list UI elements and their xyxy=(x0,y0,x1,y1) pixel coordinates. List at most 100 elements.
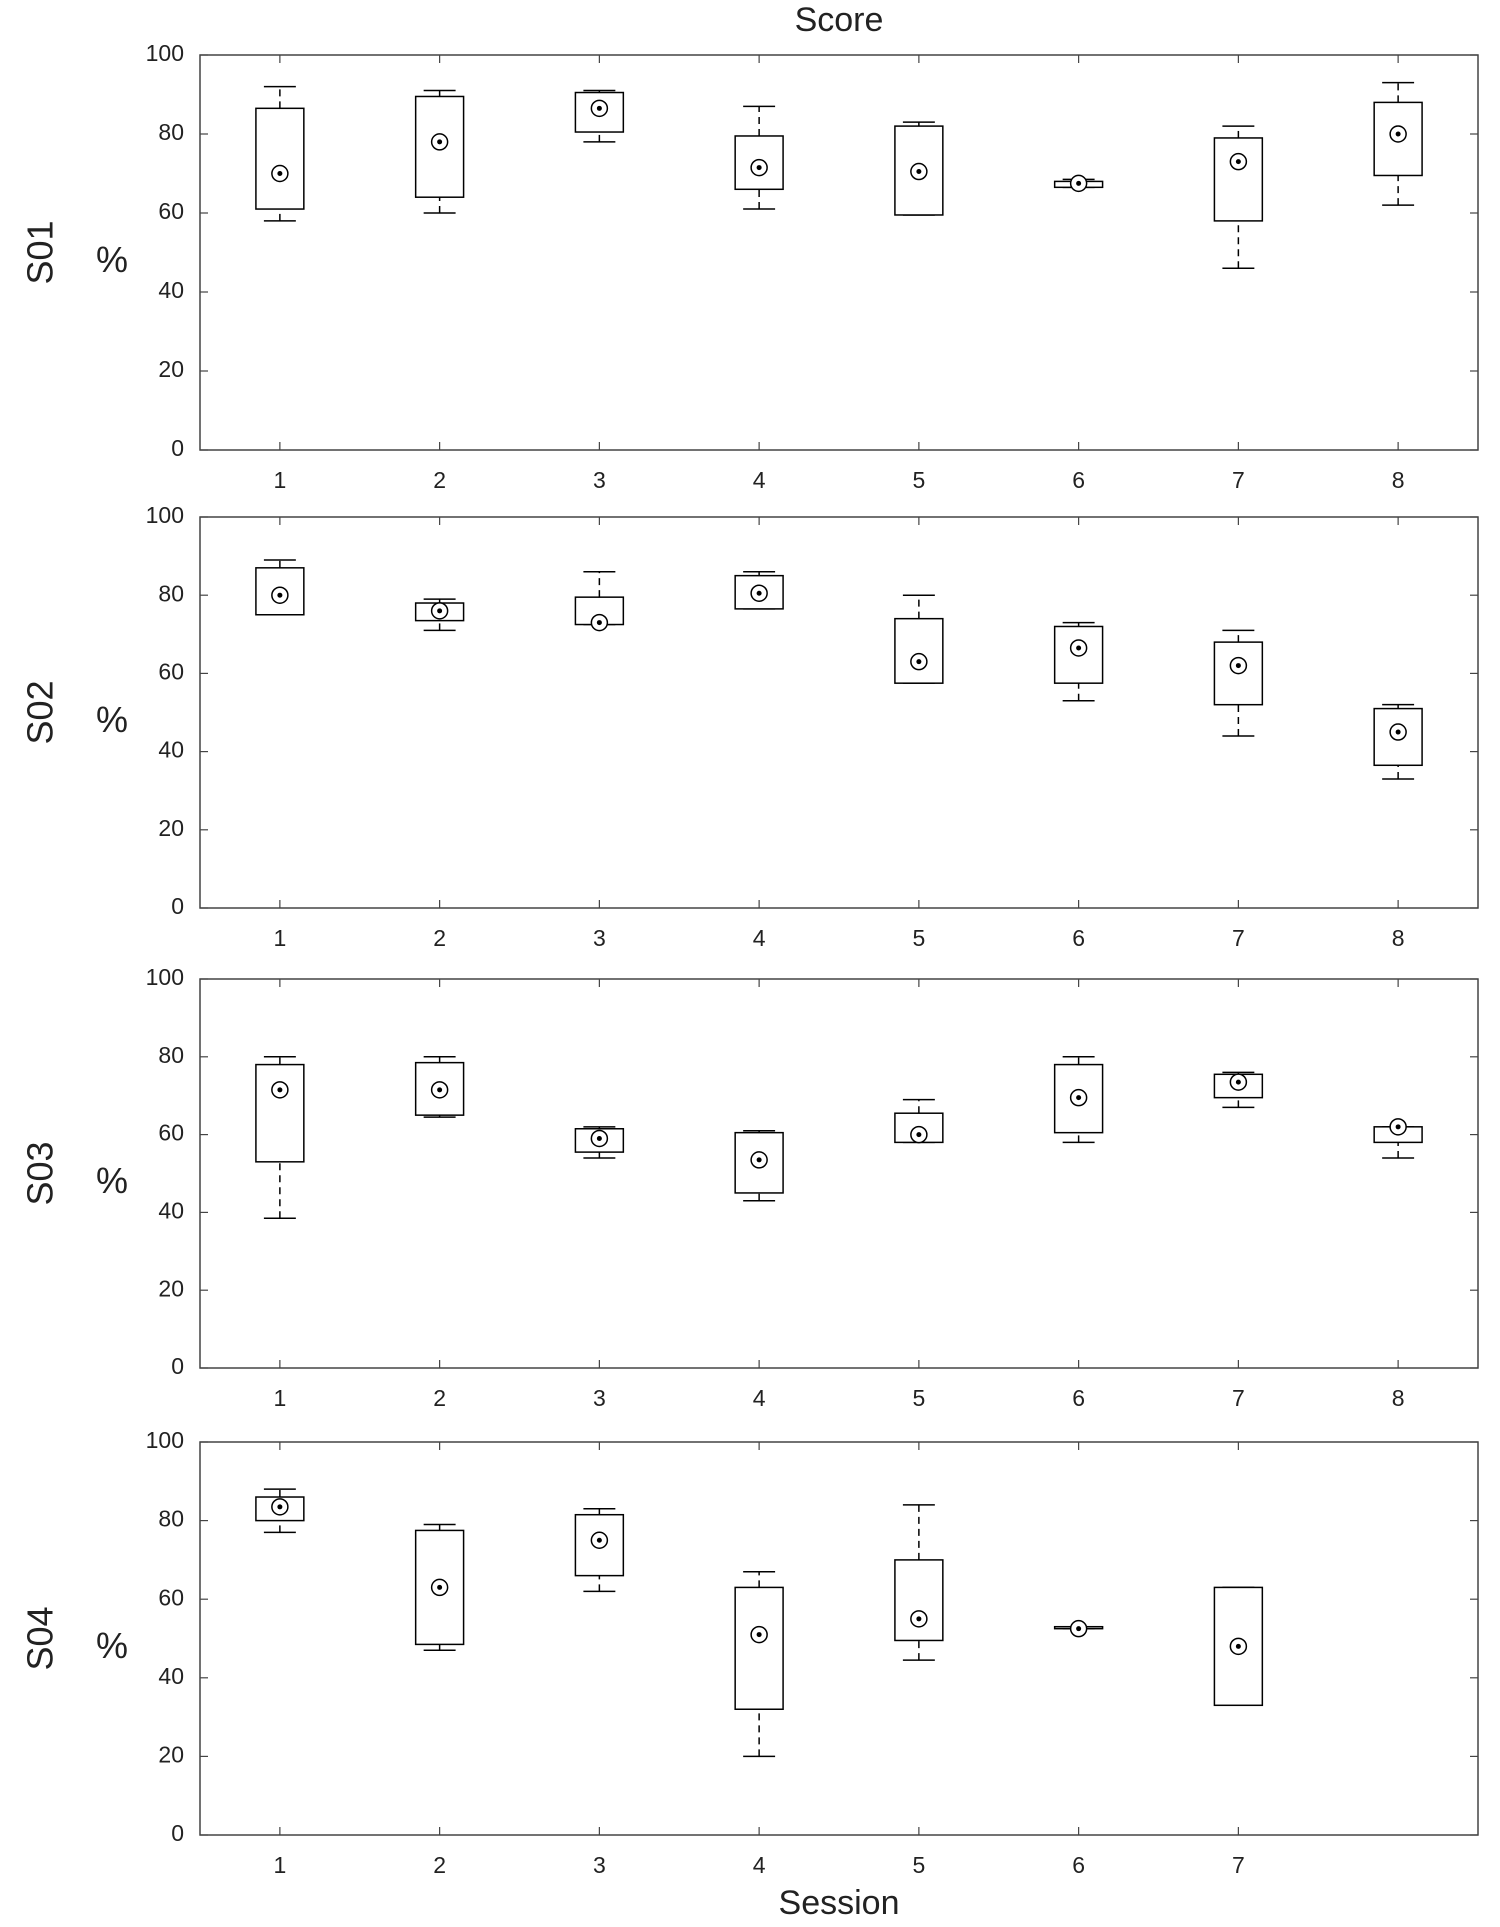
y-tick-label: 20 xyxy=(158,815,184,841)
x-tick-label: 4 xyxy=(753,1852,766,1878)
median-dot xyxy=(756,590,762,596)
x-tick-label: 2 xyxy=(433,467,446,493)
median-dot xyxy=(756,165,762,171)
x-tick-label: 4 xyxy=(753,467,766,493)
median-dot xyxy=(596,105,602,111)
y-axis-label: % xyxy=(96,1625,128,1666)
plot-frame xyxy=(199,54,1479,451)
y-tick-label: 20 xyxy=(158,356,184,382)
x-tick-label: 4 xyxy=(753,925,766,951)
x-tick-label: 6 xyxy=(1072,1385,1085,1411)
x-tick-label: 8 xyxy=(1392,1385,1405,1411)
median-dot xyxy=(437,1584,443,1590)
median-dot xyxy=(1076,180,1082,186)
y-tick-label: 100 xyxy=(146,502,184,528)
y-tick-label: 0 xyxy=(171,435,184,461)
box xyxy=(255,1063,305,1163)
y-tick-label: 0 xyxy=(171,1353,184,1379)
x-tick-label: 1 xyxy=(273,1385,286,1411)
x-tick-label: 5 xyxy=(912,1385,925,1411)
median-dot xyxy=(277,592,283,598)
median-dot xyxy=(437,139,443,145)
box xyxy=(894,617,944,684)
box xyxy=(255,567,305,616)
x-tick-label: 6 xyxy=(1072,467,1085,493)
panel-label: S03 xyxy=(20,1141,61,1205)
median-dot xyxy=(1395,1124,1401,1130)
x-tick-label: 5 xyxy=(912,1852,925,1878)
x-tick-label: 5 xyxy=(912,925,925,951)
y-tick-label: 20 xyxy=(158,1275,184,1301)
y-tick-label: 40 xyxy=(158,277,184,303)
y-tick-label: 80 xyxy=(158,1506,184,1532)
median-dot xyxy=(437,608,443,614)
x-tick-label: 8 xyxy=(1392,467,1405,493)
x-tick-label: 3 xyxy=(593,1852,606,1878)
median-dot xyxy=(1395,131,1401,137)
x-axis-label: Session xyxy=(779,1884,900,1922)
median-dot xyxy=(916,1132,922,1138)
y-tick-label: 100 xyxy=(146,40,184,66)
box xyxy=(1213,137,1264,222)
median-dot xyxy=(596,1135,602,1141)
x-tick-label: 7 xyxy=(1232,467,1245,493)
x-tick-label: 1 xyxy=(273,925,286,951)
median-dot xyxy=(1076,1095,1082,1101)
x-tick-label: 7 xyxy=(1232,1385,1245,1411)
median-dot xyxy=(1235,159,1241,165)
y-tick-label: 40 xyxy=(158,737,184,763)
x-tick-label: 1 xyxy=(273,1852,286,1878)
y-tick-label: 20 xyxy=(158,1741,184,1767)
x-tick-label: 6 xyxy=(1072,1852,1085,1878)
plot-frame xyxy=(199,978,1479,1369)
y-tick-label: 100 xyxy=(146,964,184,990)
median-dot xyxy=(1395,729,1401,735)
y-tick-label: 80 xyxy=(158,119,184,145)
median-dot xyxy=(1076,645,1082,651)
x-tick-label: 7 xyxy=(1232,1852,1245,1878)
y-axis-label: % xyxy=(96,699,128,740)
y-tick-label: 60 xyxy=(158,658,184,684)
x-tick-label: 5 xyxy=(912,467,925,493)
x-tick-label: 4 xyxy=(753,1385,766,1411)
median-dot xyxy=(1235,663,1241,669)
x-tick-label: 2 xyxy=(433,925,446,951)
x-tick-label: 3 xyxy=(593,925,606,951)
median-dot xyxy=(916,1616,922,1622)
y-tick-label: 80 xyxy=(158,1042,184,1068)
median-dot xyxy=(277,1504,283,1510)
median-dot xyxy=(916,659,922,665)
plot-frame xyxy=(199,516,1479,909)
median-dot xyxy=(916,169,922,175)
box xyxy=(255,107,305,210)
box xyxy=(894,1559,944,1642)
chart-title: Score xyxy=(795,1,884,39)
x-tick-label: 3 xyxy=(593,467,606,493)
x-tick-label: 1 xyxy=(273,467,286,493)
median-dot xyxy=(277,171,283,176)
y-tick-label: 60 xyxy=(158,198,184,224)
y-tick-label: 60 xyxy=(158,1120,184,1146)
x-tick-label: 6 xyxy=(1072,925,1085,951)
median-dot xyxy=(756,1157,762,1163)
y-tick-label: 40 xyxy=(158,1197,184,1223)
x-tick-label: 2 xyxy=(433,1385,446,1411)
box xyxy=(894,125,944,216)
y-tick-label: 100 xyxy=(146,1427,184,1453)
median-dot xyxy=(1076,1626,1082,1632)
box xyxy=(734,1586,784,1710)
x-tick-label: 3 xyxy=(593,1385,606,1411)
median-dot xyxy=(596,1537,602,1543)
y-tick-label: 60 xyxy=(158,1584,184,1610)
median-dot xyxy=(437,1087,443,1093)
y-tick-label: 80 xyxy=(158,580,184,606)
x-tick-label: 7 xyxy=(1232,925,1245,951)
y-axis-label: % xyxy=(96,239,128,280)
panel-label: S01 xyxy=(20,220,61,284)
panel-label: S04 xyxy=(20,1606,61,1670)
box xyxy=(1373,707,1423,767)
median-dot xyxy=(596,620,602,626)
y-tick-label: 0 xyxy=(171,1820,184,1846)
x-tick-label: 8 xyxy=(1392,925,1405,951)
